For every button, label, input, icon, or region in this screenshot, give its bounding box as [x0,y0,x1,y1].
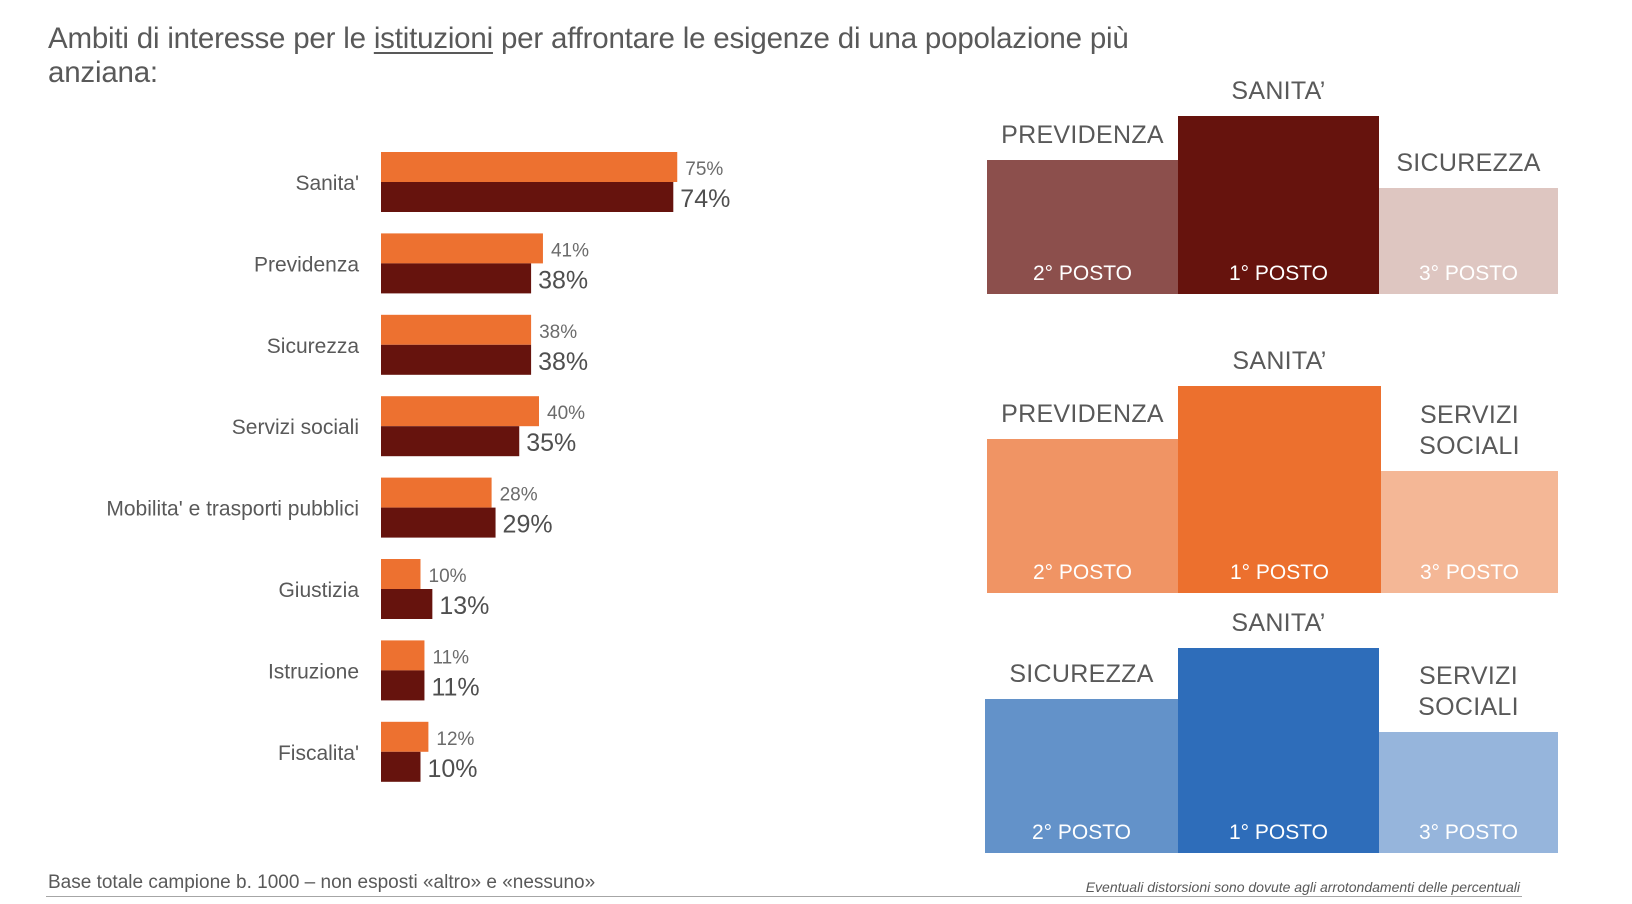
podium-chart-2: 2° POSTO PREVIDENZA 1° POSTO SANITA’ 3° POST… [987,347,1558,593]
title-text: Ambiti di interesse per le [48,22,374,55]
page-title: Ambiti di interesse per le istituzioni p… [48,22,1188,90]
bar-row: Mobilita' e trasporti pubblici 28% 29% [106,477,553,539]
podium-step [1178,116,1379,294]
podium-chart-1: 2° POSTO PREVIDENZA 1° POSTO SANITA’ 3° POST… [987,77,1558,294]
podium-category-label: SANITA’ [1231,77,1325,105]
data-label-serie-b: 29% [503,511,553,539]
podium-category-label: SICUREZZA [1396,149,1540,177]
bar-serie-a [381,640,425,671]
podium-step [1178,648,1379,853]
footer-divider [46,896,1522,897]
category-label: Previdenza [254,253,359,276]
podium-category-label: SOCIALI [1418,693,1519,721]
podium-place-label: 3° POSTO [1419,821,1518,844]
podium-step [985,699,1178,853]
bar-serie-b [381,263,532,294]
podium-step [987,439,1178,593]
data-label-serie-a: 10% [429,566,467,587]
podium-category-label: SERVIZI [1420,401,1519,429]
data-label-serie-a: 40% [547,403,585,424]
podium-place-label: 1° POSTO [1229,821,1328,844]
bar-serie-b [381,589,433,619]
bar-serie-a [381,396,539,427]
data-label-serie-b: 38% [538,266,588,294]
category-label: Mobilita' e trasporti pubblici [106,498,359,521]
podium-block-2: 2° POSTO PREVIDENZA [987,400,1178,593]
bar-serie-a [381,314,532,345]
bar-serie-b [381,182,674,212]
data-label-serie-a: 11% [432,647,469,668]
podium-block-3: 3° POSTO SICUREZZA [1379,149,1558,294]
bar-serie-b [381,507,496,538]
podium-place-label: 3° POSTO [1420,561,1519,584]
podium-block-3: 3° POSTO SERVIZI SOCIALI [1379,662,1558,853]
bar-serie-b [381,670,425,701]
data-label-serie-a: 38% [539,322,577,343]
podium-place-label: 2° POSTO [1033,262,1132,285]
title-underlined-word: istituzioni [373,22,493,55]
podium-block-1: 1° POSTO SANITA’ [1178,347,1381,593]
podium-place-label: 2° POSTO [1033,561,1132,584]
data-label-serie-b: 74% [680,185,730,213]
podium-block-1: 1° POSTO SANITA’ [1178,77,1379,294]
base-note: Base totale campione b. 1000 – non espos… [48,872,596,893]
bar-row: Servizi sociali 40% 35% [232,396,585,457]
podium-category-label: SERVIZI [1419,662,1518,690]
podium-category-label: SANITA’ [1231,609,1325,637]
data-label-serie-a: 12% [436,729,474,750]
bar-serie-a [381,152,678,182]
data-label-serie-a: 41% [551,240,589,261]
bar-row: Giustizia 10% 13% [278,559,489,620]
bar-row: Fiscalita' 12% 10% [278,721,478,783]
podium-place-label: 3° POSTO [1419,262,1518,285]
category-label: Sanita' [295,172,359,195]
category-label: Servizi sociali [232,416,359,439]
bar-serie-b [381,426,520,457]
bar-serie-a [381,477,492,508]
data-label-serie-b: 38% [538,348,588,376]
category-label: Sicurezza [267,335,360,358]
category-label: Istruzione [268,660,359,683]
category-label: Fiscalita' [278,742,359,765]
bar-serie-b [381,751,421,782]
horizontal-bar-chart: Sanita' 75% 74% Previdenza 41% 38% Sicurezza 38… [106,152,730,783]
data-label-serie-a: 75% [685,159,723,180]
bar-row: Istruzione 11% 11% [268,640,480,701]
podium-step [1379,188,1558,294]
podium-category-label: SANITA’ [1232,347,1326,375]
bar-serie-b [381,344,532,375]
category-label: Giustizia [278,579,359,602]
podium-place-label: 2° POSTO [1032,821,1131,844]
podium-step [1379,732,1558,853]
podium-block-2: 2° POSTO SICUREZZA [985,660,1178,853]
bar-serie-a [381,559,421,589]
podium-category-label: SOCIALI [1419,432,1520,460]
podium-chart-3: 2° POSTO SICUREZZA 1° POSTO SANITA’ 3° POSTO… [985,609,1558,853]
podium-category-label: PREVIDENZA [1001,121,1164,149]
rounding-note: Eventuali distorsioni sono dovute agli a… [1085,879,1520,895]
podium-block-2: 2° POSTO PREVIDENZA [987,121,1178,294]
bar-serie-a [381,721,429,752]
podium-category-label: PREVIDENZA [1001,400,1164,428]
data-label-serie-b: 10% [428,755,478,783]
data-label-serie-b: 11% [431,673,479,701]
bar-row: Sicurezza 38% 38% [267,314,588,376]
podium-block-1: 1° POSTO SANITA’ [1178,609,1379,853]
podium-place-label: 1° POSTO [1229,262,1328,285]
bar-row: Sanita' 75% 74% [295,152,730,213]
title-text-rest: per affrontare le esigenze di una popola… [48,22,1129,89]
podium-place-label: 1° POSTO [1230,561,1329,584]
bar-serie-a [381,233,543,264]
podium-step [987,160,1178,294]
data-label-serie-b: 13% [439,592,489,620]
podium-step [1381,471,1558,593]
podium-block-3: 3° POSTO SERVIZI SOCIALI [1381,401,1558,593]
podium-step [1178,386,1381,593]
data-label-serie-a: 28% [500,485,538,506]
podium-category-label: SICUREZZA [1009,660,1153,688]
data-label-serie-b: 35% [526,429,576,457]
bar-row: Previdenza 41% 38% [254,233,589,294]
